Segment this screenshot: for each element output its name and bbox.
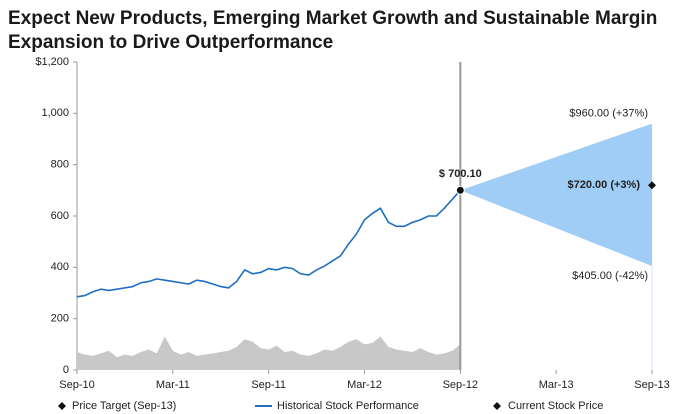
- legend-label: Current Stock Price: [508, 400, 603, 412]
- legend-symbol: [493, 402, 501, 410]
- range-low-label: $405.00 (-42%): [572, 270, 648, 282]
- marker: [455, 185, 465, 195]
- y-tick-label: $1,200: [35, 56, 69, 68]
- marker: [648, 181, 656, 190]
- marker-label: $720.00 (+3%): [568, 179, 641, 191]
- y-tick-label: 1,000: [41, 107, 69, 119]
- x-tick-label: Mar-12: [347, 379, 382, 391]
- legend-label: Price Target (Sep-13): [72, 400, 176, 412]
- range-high-label: $960.00 (+37%): [569, 108, 648, 120]
- legend-symbol: [58, 402, 66, 410]
- x-tick-label: Sep-10: [59, 379, 94, 391]
- legend-label: Historical Stock Performance: [277, 400, 419, 412]
- price-line: [76, 189, 461, 298]
- x-tick-label: Sep-13: [634, 379, 669, 391]
- y-tick-label: 200: [51, 313, 69, 325]
- x-tick-label: Mar-11: [156, 379, 190, 391]
- marker-label: $ 700.10: [439, 168, 482, 180]
- chart-title: Expansion to Drive Outperformance: [8, 32, 333, 53]
- y-tick-label: 600: [51, 210, 69, 222]
- x-tick-label: Sep-12: [443, 379, 478, 391]
- x-tick-label: Mar-13: [539, 379, 574, 391]
- chart-title: Expect New Products, Emerging Market Gro…: [8, 8, 657, 29]
- forecast-range: [460, 123, 652, 267]
- y-tick-label: 400: [51, 261, 69, 273]
- y-tick-label: 800: [51, 159, 69, 171]
- volume-area: [77, 336, 461, 370]
- x-tick-label: Sep-11: [251, 379, 286, 391]
- y-tick-label: 0: [63, 364, 69, 376]
